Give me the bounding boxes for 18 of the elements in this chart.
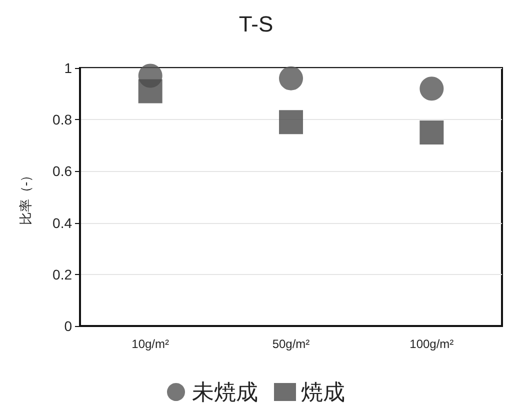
y-tick-label: 0.8 — [52, 112, 72, 128]
y-tick-label: 0.6 — [52, 163, 72, 180]
y-tick-label: 0.2 — [52, 266, 72, 282]
y-tick-label: 0.4 — [52, 214, 72, 231]
legend-label: 焼成 — [301, 380, 345, 404]
x-tick-label: 100g/m² — [410, 337, 454, 351]
y-tick-label: 0 — [64, 318, 72, 334]
point — [279, 110, 303, 134]
point — [420, 76, 444, 101]
point — [138, 79, 162, 104]
x-tick-label: 50g/m² — [272, 337, 310, 351]
point — [279, 66, 303, 90]
point — [420, 120, 444, 144]
y-axis-title: 比率（-） — [18, 168, 33, 226]
chart-title: T-S — [238, 12, 274, 36]
x-tick-label: 10g/m² — [132, 337, 170, 351]
legend-label: 未焼成 — [192, 380, 258, 404]
y-tick-label: 1 — [64, 60, 72, 76]
